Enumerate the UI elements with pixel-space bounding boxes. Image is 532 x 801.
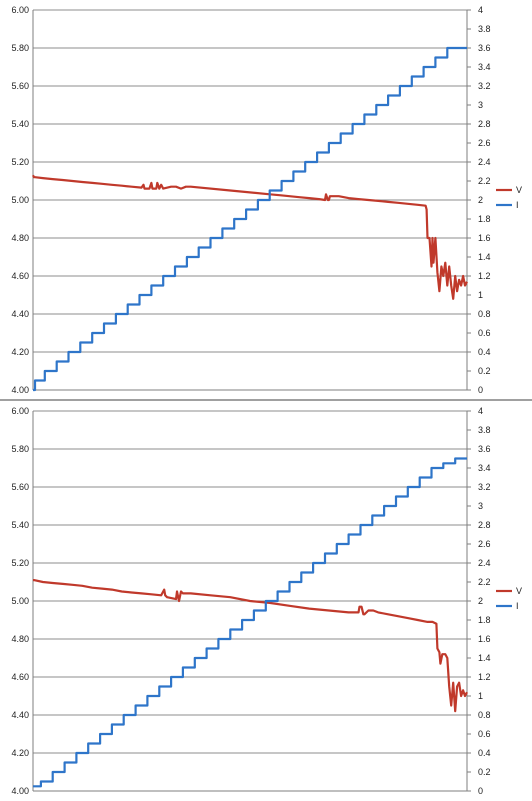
y-right-tick-label: 0: [478, 786, 483, 796]
legend-label-V: V: [516, 586, 522, 596]
y-left-tick-label: 4.60: [11, 271, 29, 281]
y-left-tick-label: 4.40: [11, 309, 29, 319]
y-right-tick-label: 2.4: [478, 558, 491, 568]
legend-label-I: I: [516, 200, 519, 210]
y-left-tick-label: 5.00: [11, 596, 29, 606]
chart-bottom: 4.00 4.20 4.40 4.60 4.80 5.00 5.20 5.40 5.60 5.80…: [11, 406, 522, 796]
y-right-tick-label: 3.8: [478, 24, 491, 34]
y-left-tick-label: 4.20: [11, 347, 29, 357]
y-right-tick-label: 2.8: [478, 119, 491, 129]
y-right-tick-label: 0.4: [478, 347, 491, 357]
y-right-tick-label: 1: [478, 290, 483, 300]
y-right-tick-label: 1.6: [478, 233, 491, 243]
y-right-tick-label: 1.4: [478, 252, 491, 262]
y-right-tick-label: 0.6: [478, 729, 491, 739]
y-right-tick-label: 2.4: [478, 157, 491, 167]
y-right-tick-label: 3.2: [478, 81, 491, 91]
y-right-tick-label: 1.8: [478, 615, 491, 625]
y-right-tick-label: 3.6: [478, 43, 491, 53]
y-left-tick-label: 5.60: [11, 81, 29, 91]
y-right-tick-label: 2.8: [478, 520, 491, 530]
y-right-tick-label: 3.2: [478, 482, 491, 492]
chart-top: 4.00 4.20 4.40 4.60 4.80 5.00 5.20 5.40 5.60 5.80…: [11, 5, 522, 395]
y-left-tick-label: 4.40: [11, 710, 29, 720]
chart-panel-top: 4.00 4.20 4.40 4.60 4.80 5.00 5.20 5.40 5.60 5.80…: [0, 0, 532, 400]
y-right-tick-label: 2.6: [478, 539, 491, 549]
y-left-tick-label: 5.80: [11, 43, 29, 53]
y-right-tick-label: 1.8: [478, 214, 491, 224]
y-right-tick-label: 2.6: [478, 138, 491, 148]
y-right-tick-label: 0.4: [478, 748, 491, 758]
y-right-tick-label: 0.2: [478, 767, 491, 777]
y-left-tick-label: 5.20: [11, 558, 29, 568]
legend-label-I: I: [516, 601, 519, 611]
y-right-tick-label: 3.4: [478, 463, 491, 473]
y-left-tick-label: 5.60: [11, 482, 29, 492]
y-right-tick-label: 4: [478, 406, 483, 416]
y-left-tick-label: 5.00: [11, 195, 29, 205]
y-right-tick-label: 0: [478, 385, 483, 395]
y-right-tick-label: 2: [478, 195, 483, 205]
y-right-tick-label: 0.8: [478, 309, 491, 319]
y-left-tick-label: 4.00: [11, 786, 29, 796]
y-left-tick-label: 6.00: [11, 5, 29, 15]
y-left-tick-label: 5.80: [11, 444, 29, 454]
chart-panel-bottom: 4.00 4.20 4.40 4.60 4.80 5.00 5.20 5.40 5.60 5.80…: [0, 401, 532, 801]
y-right-tick-label: 2: [478, 596, 483, 606]
y-right-tick-label: 3: [478, 501, 483, 511]
y-right-tick-label: 1.2: [478, 672, 491, 682]
y-left-tick-label: 4.20: [11, 748, 29, 758]
y-right-tick-label: 3.6: [478, 444, 491, 454]
series-line-V: [32, 579, 468, 713]
y-left-tick-label: 4.60: [11, 672, 29, 682]
y-right-tick-label: 1.2: [478, 271, 491, 281]
series-line-V: [32, 174, 468, 300]
y-right-tick-label: 0.8: [478, 710, 491, 720]
y-right-tick-label: 1.4: [478, 653, 491, 663]
series-line-I: [33, 46, 467, 392]
y-right-tick-label: 3.8: [478, 425, 491, 435]
y-left-tick-label: 4.80: [11, 233, 29, 243]
y-right-tick-label: 1: [478, 691, 483, 701]
y-left-tick-label: 4.00: [11, 385, 29, 395]
y-left-tick-label: 4.80: [11, 634, 29, 644]
y-right-tick-label: 1.6: [478, 634, 491, 644]
y-right-tick-label: 2.2: [478, 176, 491, 186]
y-right-tick-label: 0.6: [478, 328, 491, 338]
y-right-tick-label: 4: [478, 5, 483, 15]
y-right-tick-label: 0.2: [478, 366, 491, 376]
legend-label-V: V: [516, 185, 522, 195]
y-right-tick-label: 3: [478, 100, 483, 110]
y-left-tick-label: 5.40: [11, 119, 29, 129]
y-left-tick-label: 5.20: [11, 157, 29, 167]
panel-divider: [0, 399, 532, 401]
y-right-tick-label: 2.2: [478, 577, 491, 587]
y-left-tick-label: 6.00: [11, 406, 29, 416]
y-right-tick-label: 3.4: [478, 62, 491, 72]
series-line-I: [33, 457, 467, 788]
y-left-tick-label: 5.40: [11, 520, 29, 530]
